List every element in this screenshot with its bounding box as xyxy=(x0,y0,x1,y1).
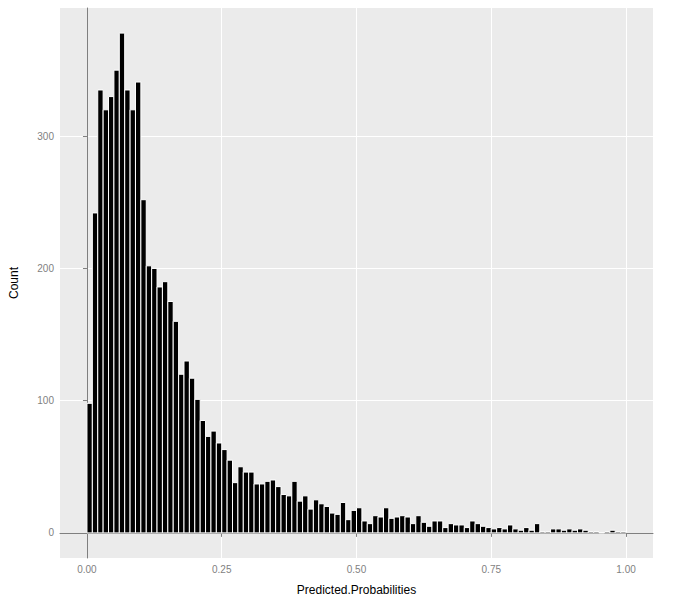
svg-text:300: 300 xyxy=(37,131,54,142)
svg-text:0: 0 xyxy=(48,527,54,538)
svg-text:0.50: 0.50 xyxy=(347,564,367,575)
svg-text:0.25: 0.25 xyxy=(212,564,232,575)
svg-text:100: 100 xyxy=(37,395,54,406)
svg-text:200: 200 xyxy=(37,263,54,274)
svg-text:0.75: 0.75 xyxy=(482,564,502,575)
svg-text:Predicted.Probabilities: Predicted.Probabilities xyxy=(297,583,416,597)
svg-text:0.00: 0.00 xyxy=(77,564,97,575)
svg-text:Count: Count xyxy=(7,266,21,299)
svg-text:1.00: 1.00 xyxy=(616,564,636,575)
